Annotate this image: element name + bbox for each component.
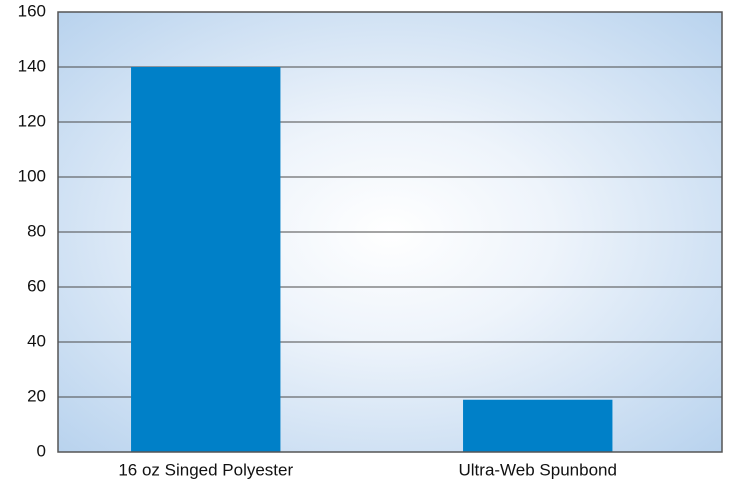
plot-border — [57, 11, 723, 453]
y-tick-label: 160 — [18, 1, 46, 20]
y-tick-label: 80 — [27, 221, 46, 240]
y-tick-label: 40 — [27, 331, 46, 350]
y-tick-label: 100 — [18, 166, 46, 185]
y-tick-label: 0 — [37, 441, 46, 460]
bar — [131, 67, 281, 452]
y-tick-label: 20 — [27, 386, 46, 405]
y-tick-label: 140 — [18, 56, 46, 75]
x-tick-label: 16 oz Singed Polyester — [118, 460, 293, 479]
x-tick-label: Ultra-Web Spunbond — [459, 460, 617, 479]
y-tick-label: 60 — [27, 276, 46, 295]
y-tick-label: 120 — [18, 111, 46, 130]
bar — [463, 399, 613, 452]
